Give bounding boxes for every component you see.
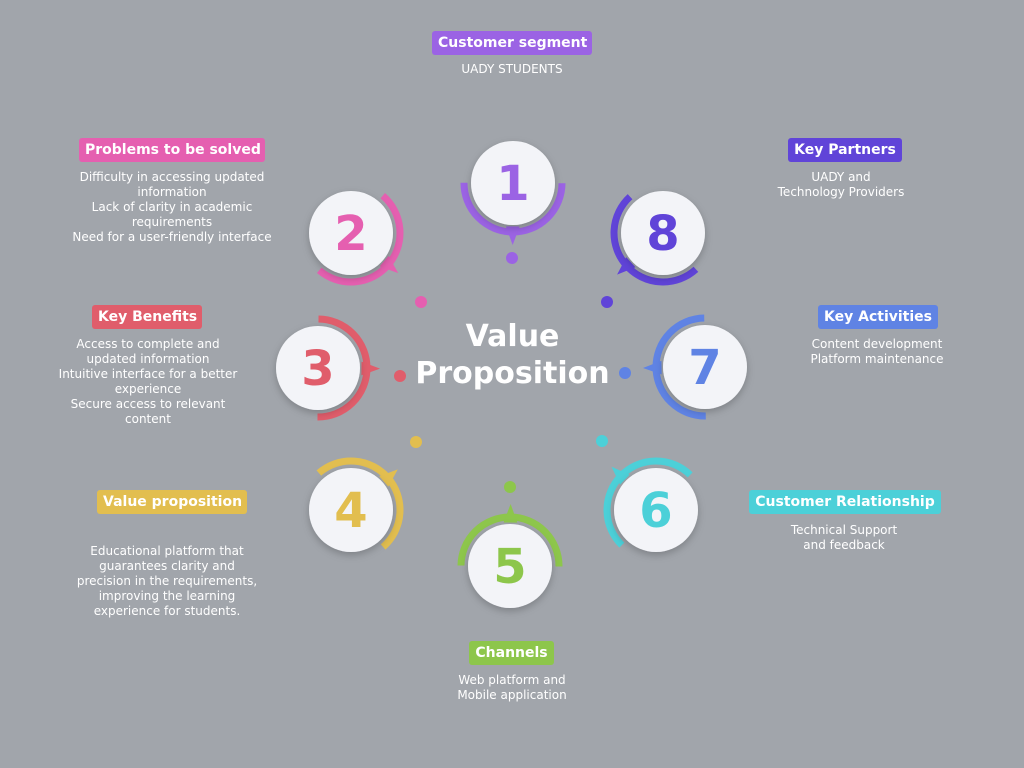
segment-4-description-line: precision in the requirements, bbox=[76, 574, 258, 588]
segment-2-description: Difficulty in accessing updated informati… bbox=[52, 170, 292, 245]
segment-1-node: 1 bbox=[460, 141, 566, 264]
segment-4-node: 4 bbox=[309, 436, 422, 552]
segment-2-number: 2 bbox=[334, 206, 367, 262]
segment-5-description-line: Mobile application bbox=[457, 688, 567, 702]
segment-6-dot bbox=[596, 435, 608, 447]
segment-2-circle bbox=[309, 191, 393, 275]
segment-7-description: Content development Platform maintenance bbox=[757, 337, 997, 367]
center-title-line-1: Value bbox=[465, 319, 560, 354]
center-title: Value Proposition bbox=[400, 318, 625, 392]
segment-3-description-line: experience bbox=[114, 382, 182, 396]
segment-2-description-line: Need for a user-friendly interface bbox=[72, 230, 272, 244]
segment-1-number: 1 bbox=[496, 156, 529, 212]
segment-6-description: Technical Support and feedback bbox=[724, 523, 964, 553]
segment-2-description-line: Lack of clarity in academic bbox=[91, 200, 253, 214]
segment-5-pointer bbox=[503, 504, 518, 523]
segment-4-description-line: improving the learning bbox=[98, 589, 236, 603]
segment-8-dot bbox=[601, 296, 613, 308]
segment-4-description-line: Educational platform that bbox=[90, 544, 244, 558]
segment-5-label: Channels bbox=[469, 641, 554, 665]
segment-8-description-line: Technology Providers bbox=[777, 185, 905, 199]
segment-3-number: 3 bbox=[301, 341, 334, 397]
segment-6-node: 6 bbox=[596, 435, 698, 552]
segment-8-description-line: UADY and bbox=[811, 170, 871, 184]
segment-4-dot bbox=[410, 436, 422, 448]
segment-7-pointer bbox=[643, 360, 662, 375]
segment-2-label: Problems to be solved bbox=[79, 138, 265, 162]
segment-8-circle bbox=[621, 191, 705, 275]
segment-5-number: 5 bbox=[493, 539, 526, 595]
segment-6-description-line: Technical Support bbox=[790, 523, 898, 537]
segment-3-circle bbox=[276, 326, 360, 410]
segment-5-dot bbox=[504, 481, 516, 493]
segment-3-description-line: updated information bbox=[86, 352, 210, 366]
segment-3-description: Access to complete and updated informatio… bbox=[28, 337, 268, 427]
segment-5-description: Web platform and Mobile application bbox=[392, 673, 632, 703]
segment-1-description: UADY STUDENTS bbox=[392, 62, 632, 77]
segment-5-node: 5 bbox=[457, 481, 563, 608]
segment-7-description-line: Content development bbox=[811, 337, 943, 351]
segment-6-label: Customer Relationship bbox=[749, 490, 941, 514]
segment-2-description-line: Difficulty in accessing updated bbox=[79, 170, 265, 184]
segment-2-pointer bbox=[379, 255, 399, 274]
segment-1-dot bbox=[506, 252, 518, 264]
segment-1-pointer bbox=[505, 226, 520, 245]
segment-1-circle bbox=[471, 141, 555, 225]
segment-3-pointer bbox=[361, 361, 380, 376]
segment-3-node: 3 bbox=[276, 315, 406, 421]
segment-3-label: Key Benefits bbox=[92, 305, 202, 329]
segment-3-description-line: Access to complete and bbox=[76, 337, 220, 351]
segment-8-number: 8 bbox=[646, 206, 679, 262]
segment-5-description-line: Web platform and bbox=[458, 673, 566, 687]
segment-1-description-line: UADY STUDENTS bbox=[461, 62, 563, 76]
segment-2-dot bbox=[415, 296, 427, 308]
segment-4-label: Value proposition bbox=[97, 490, 247, 514]
segment-2-description-line: information bbox=[137, 185, 207, 199]
segment-3-description-line: content bbox=[125, 412, 171, 426]
segment-7-label: Key Activities bbox=[818, 305, 938, 329]
segment-7-circle bbox=[663, 325, 747, 409]
segment-2-description-line: requirements bbox=[131, 215, 213, 229]
segment-2-node: 2 bbox=[309, 191, 427, 308]
segment-8-pointer bbox=[617, 257, 636, 275]
segment-6-description-line: and feedback bbox=[803, 538, 885, 552]
segment-7-number: 7 bbox=[688, 340, 721, 396]
segment-3-description-line: Intuitive interface for a better bbox=[58, 367, 238, 381]
segment-8-node: 8 bbox=[601, 191, 705, 308]
segment-4-description-line: guarantees clarity and bbox=[99, 559, 235, 573]
segment-7-node: 7 bbox=[619, 314, 747, 420]
segment-1-label: Customer segment bbox=[432, 31, 592, 55]
segment-6-number: 6 bbox=[639, 483, 672, 539]
segment-7-dot bbox=[619, 367, 631, 379]
segment-7-description-line: Platform maintenance bbox=[810, 352, 944, 366]
segment-5-circle bbox=[468, 524, 552, 608]
segment-4-number: 4 bbox=[334, 483, 367, 539]
center-title-line-2: Proposition bbox=[415, 356, 610, 391]
segment-4-description-line: experience for students. bbox=[93, 604, 241, 618]
segment-3-description-line: Secure access to relevant bbox=[70, 397, 226, 411]
segment-4-pointer bbox=[379, 469, 398, 487]
segment-4-description: Educational platform that guarantees clar… bbox=[47, 544, 287, 619]
segment-6-pointer bbox=[611, 466, 630, 485]
segment-8-label: Key Partners bbox=[788, 138, 902, 162]
segment-3-dot bbox=[394, 370, 406, 382]
segment-6-circle bbox=[614, 468, 698, 552]
segment-8-description: UADY and Technology Providers bbox=[721, 170, 961, 200]
segment-4-circle bbox=[309, 468, 393, 552]
